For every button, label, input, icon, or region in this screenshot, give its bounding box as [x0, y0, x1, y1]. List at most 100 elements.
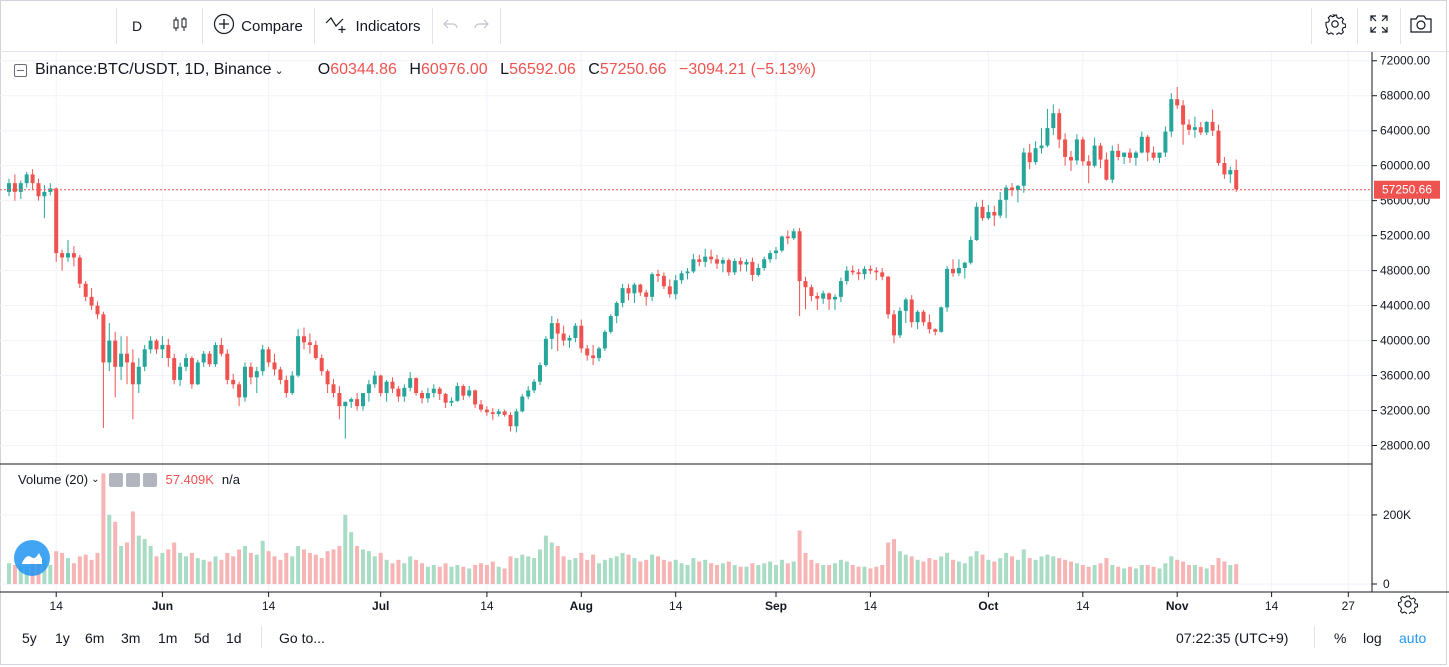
redo-button[interactable] — [468, 8, 494, 44]
candle-body — [266, 349, 271, 363]
candle-body — [313, 344, 318, 359]
candle-body — [1051, 113, 1056, 129]
volume-bar — [48, 565, 53, 584]
range-1y[interactable]: 1y — [55, 630, 70, 646]
candle-body — [378, 375, 383, 394]
volume-bar — [449, 566, 454, 584]
candle-body — [390, 381, 395, 389]
volume-bar — [443, 563, 448, 584]
axis-settings-button[interactable] — [1398, 594, 1418, 616]
candle-body — [614, 302, 619, 317]
candle-body — [1104, 159, 1109, 180]
collapse-icon[interactable] — [14, 63, 27, 77]
volume-bar — [992, 561, 997, 584]
eye-icon[interactable] — [109, 472, 124, 487]
candle-body — [862, 268, 867, 275]
candle-body — [620, 288, 625, 303]
volume-bar — [148, 546, 153, 584]
close-icon[interactable] — [143, 472, 158, 487]
price-tick-label: 68000.00 — [1380, 89, 1430, 103]
candle-body — [632, 284, 637, 294]
volume-bar — [437, 566, 442, 584]
volume-bar — [83, 554, 88, 584]
tradingview-logo-icon[interactable] — [14, 540, 50, 576]
candle-body — [508, 414, 513, 427]
candle-body — [71, 253, 76, 258]
log-toggle[interactable]: log — [1363, 630, 1382, 646]
candle-body — [880, 272, 885, 277]
bottom-divider — [261, 626, 262, 648]
volume-bar — [113, 521, 118, 584]
candle-body — [1175, 99, 1180, 106]
chevron-down-icon[interactable]: ⌄ — [274, 64, 284, 77]
undo-button[interactable] — [438, 8, 464, 44]
candle-body — [927, 322, 932, 330]
volume-bar — [154, 556, 159, 584]
volume-bar — [726, 561, 731, 584]
gear-icon[interactable] — [126, 472, 141, 487]
candle-body — [36, 183, 41, 197]
candle-body — [667, 286, 672, 295]
candle-body — [95, 305, 100, 315]
candle-body — [608, 316, 613, 332]
candle-body — [1063, 139, 1068, 157]
candle-body — [431, 388, 436, 394]
candle-body — [886, 276, 891, 315]
range-5y[interactable]: 5y — [22, 630, 37, 646]
candle-body — [1092, 145, 1097, 166]
volume-bar — [538, 549, 542, 584]
volume-bar — [284, 552, 289, 584]
range-6m[interactable]: 6m — [85, 630, 105, 646]
chart-type-button[interactable] — [162, 8, 198, 44]
candle-body — [449, 400, 454, 403]
range-5d[interactable]: 5d — [194, 630, 210, 646]
screenshot-button[interactable] — [1404, 8, 1438, 44]
candle-body — [479, 404, 483, 410]
candle-body — [1187, 124, 1191, 130]
compare-label: Compare — [241, 17, 303, 35]
fullscreen-button[interactable] — [1362, 8, 1396, 44]
candle-body — [1210, 121, 1215, 131]
candle-body — [874, 270, 879, 273]
compare-button[interactable]: Compare — [206, 8, 310, 44]
candle-body — [791, 231, 796, 239]
candle-body — [656, 274, 660, 276]
goto-button[interactable]: Go to... — [279, 630, 325, 646]
range-1d[interactable]: 1d — [226, 630, 242, 646]
candle-body — [83, 283, 88, 297]
volume-bar — [762, 563, 767, 584]
price-tick-label: 64000.00 — [1380, 124, 1430, 138]
volume-bar — [667, 561, 672, 584]
auto-toggle[interactable]: auto — [1399, 630, 1427, 646]
chevron-down-icon[interactable]: ⌄ — [91, 474, 100, 485]
range-3m[interactable]: 3m — [121, 630, 141, 646]
volume-bar — [697, 561, 702, 584]
volume-label[interactable]: Volume (20) — [18, 472, 89, 487]
candle-body — [868, 268, 873, 271]
interval-button[interactable]: D — [120, 8, 154, 44]
candle-body — [248, 366, 253, 378]
volume-bar — [945, 552, 950, 584]
range-1m[interactable]: 1m — [158, 630, 178, 646]
volume-bar — [237, 549, 242, 584]
candle-body — [992, 212, 997, 216]
indicators-button[interactable]: Indicators — [318, 8, 428, 44]
candle-body — [361, 393, 365, 407]
candle-body — [980, 206, 985, 219]
candle-body — [768, 253, 773, 260]
percent-toggle[interactable]: % — [1334, 630, 1347, 646]
symbol-label[interactable]: Binance:BTC/USDT, 1D, Binance — [35, 61, 272, 78]
volume-bar — [7, 563, 11, 584]
volume-tick-label: 200K — [1383, 508, 1411, 522]
candle-body — [1033, 148, 1038, 163]
candle-body — [420, 393, 424, 399]
settings-button[interactable] — [1318, 8, 1352, 44]
candle-body — [850, 270, 855, 273]
volume-bar — [797, 530, 802, 584]
candle-body — [1204, 121, 1209, 133]
volume-bar — [1104, 558, 1109, 584]
candle-body — [125, 353, 129, 363]
candle-body — [260, 349, 265, 372]
candle-body — [986, 212, 991, 219]
